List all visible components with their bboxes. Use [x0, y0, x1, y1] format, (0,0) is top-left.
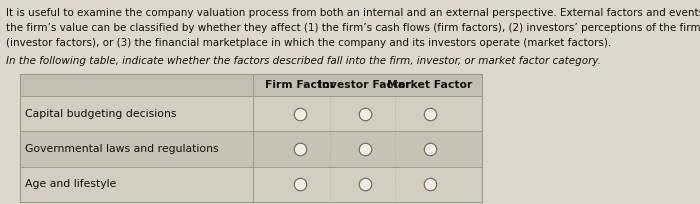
Text: Capital budgeting decisions: Capital budgeting decisions — [25, 109, 176, 119]
Text: (investor factors), or (3) the financial marketplace in which the company and it: (investor factors), or (3) the financial… — [6, 38, 611, 48]
Text: Firm Factor: Firm Factor — [265, 80, 335, 90]
Text: In the following table, indicate whether the factors described fall into the fir: In the following table, indicate whether… — [6, 56, 601, 66]
Text: Age and lifestyle: Age and lifestyle — [25, 179, 116, 189]
Text: Investor Factor: Investor Factor — [318, 80, 412, 90]
Text: Governmental laws and regulations: Governmental laws and regulations — [25, 144, 218, 154]
Text: Market Factor: Market Factor — [387, 80, 472, 90]
Text: It is useful to examine the company valuation process from both an internal and : It is useful to examine the company valu… — [6, 8, 700, 18]
Text: the firm’s value can be classified by whether they affect (1) the firm’s cash fl: the firm’s value can be classified by wh… — [6, 23, 700, 33]
